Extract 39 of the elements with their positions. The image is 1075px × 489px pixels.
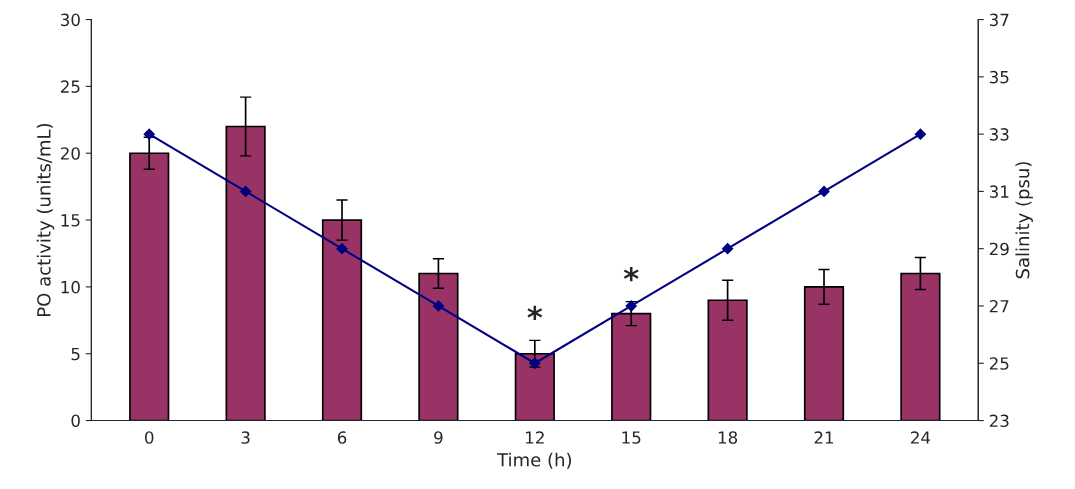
y2-tick-label: 35 <box>989 70 1009 84</box>
point <box>625 300 637 312</box>
y2-tick-label: 25 <box>989 357 1009 370</box>
y2-tick-label: 23 <box>989 414 1009 428</box>
point <box>143 128 155 140</box>
point <box>914 128 927 140</box>
point <box>818 185 830 198</box>
annotation: * <box>527 305 543 320</box>
point <box>240 185 252 198</box>
y-tick-label: 30 <box>61 13 80 27</box>
x-tick-label: 12 <box>526 431 544 444</box>
x-tick-label: 18 <box>718 431 738 444</box>
point <box>529 357 541 369</box>
annotation: * <box>623 266 639 282</box>
x-tick-label: 6 <box>337 431 347 444</box>
x-tick-label: 3 <box>241 431 250 444</box>
y-tick-label: 20 <box>60 147 80 160</box>
y2-tick-label: 29 <box>989 242 1009 256</box>
x-tick-label: 15 <box>622 431 641 444</box>
y-tick-label: 25 <box>60 80 80 93</box>
y2-tick-label: 27 <box>989 299 1009 313</box>
x-tick-label: 24 <box>911 431 931 444</box>
y-tick-label: 0 <box>71 414 80 428</box>
point <box>336 243 348 255</box>
x-tick-label: 9 <box>434 431 443 444</box>
y-tick-label: 15 <box>61 214 80 227</box>
point <box>432 300 445 312</box>
x-tick-label: 0 <box>145 431 154 444</box>
y2-tick-label: 31 <box>989 185 1009 198</box>
y-axis-title: PO activity (units/mL) <box>36 123 55 316</box>
x-tick-label: 21 <box>814 431 834 444</box>
y2-tick-label: 33 <box>989 128 1009 141</box>
point <box>722 243 734 255</box>
bar <box>611 312 652 421</box>
y2-axis-title: Salinity (psu) <box>1015 162 1033 279</box>
y2-tick-label: 37 <box>989 13 1009 27</box>
y-tick-label: 10 <box>61 280 80 294</box>
y-tick-label: 5 <box>71 347 80 361</box>
x-axis-title: Time (h) <box>497 452 571 469</box>
